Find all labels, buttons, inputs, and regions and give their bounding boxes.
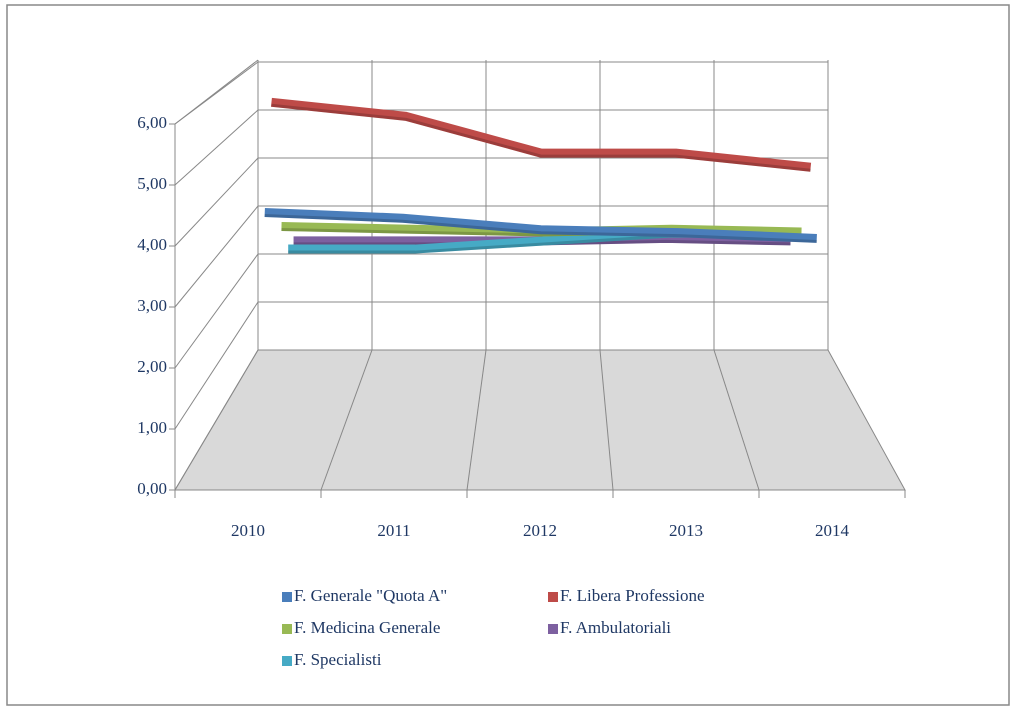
y-tick-label: 4,00 — [137, 235, 167, 254]
legend-swatch — [282, 656, 292, 666]
y-tick-label: 6,00 — [137, 113, 167, 132]
grid-line — [174, 61, 259, 125]
legend-swatch — [548, 624, 558, 634]
x-tick-label: 2010 — [231, 521, 265, 540]
legend-swatch — [282, 624, 292, 634]
grid-line — [174, 349, 259, 491]
x-tick-label: 2013 — [669, 521, 703, 540]
grid-line — [174, 301, 259, 430]
x-tick-label: 2011 — [377, 521, 410, 540]
floor-divider — [599, 349, 614, 491]
x-tick-label: 2014 — [815, 521, 850, 540]
y-tick-label: 1,00 — [137, 418, 167, 437]
series-line-shade — [271, 103, 811, 172]
floor-divider — [466, 349, 487, 491]
legend-swatch — [282, 592, 292, 602]
legend-label: F. Medicina Generale — [294, 618, 440, 637]
legend-label: F. Specialisti — [294, 650, 382, 669]
series-line-shade — [264, 213, 817, 243]
y-tick-label: 0,00 — [137, 479, 167, 498]
legend-label: F. Libera Professione — [560, 586, 705, 605]
y-tick-label: 2,00 — [137, 357, 167, 376]
grid-line — [174, 109, 259, 186]
y-tick-label: 3,00 — [137, 296, 167, 315]
floor-divider — [713, 349, 760, 491]
floor — [174, 349, 906, 491]
grid-line — [174, 253, 259, 369]
series-line — [264, 207, 817, 243]
legend-swatch — [548, 592, 558, 602]
floor-divider — [320, 349, 373, 491]
grid-line — [174, 205, 259, 308]
legend-label: F. Generale "Quota A" — [294, 586, 447, 605]
y-tick-label: 5,00 — [137, 174, 167, 193]
legend-label: F. Ambulatoriali — [560, 618, 671, 637]
x-tick-label: 2012 — [523, 521, 557, 540]
series-line — [270, 97, 812, 172]
grid-line — [174, 157, 259, 247]
